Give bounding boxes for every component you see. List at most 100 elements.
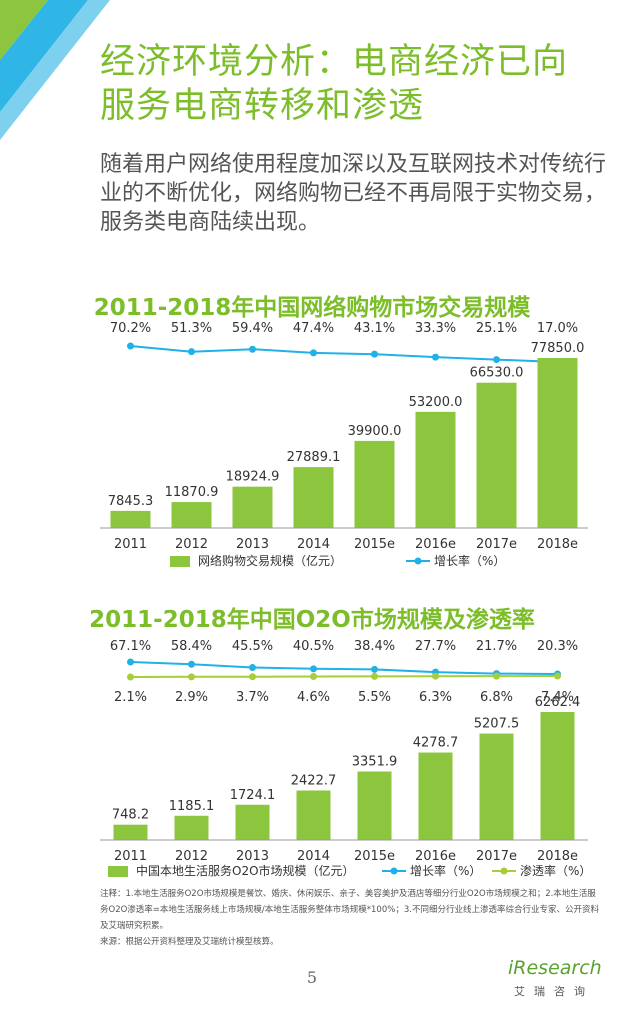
bar-value-label: 1185.1 bbox=[169, 799, 215, 814]
notes-text: 注释：1.本地生活服务O2O市场规模是餐饮、婚庆、休闲娱乐、亲子、美容美护及酒店… bbox=[100, 889, 599, 931]
bar bbox=[174, 815, 209, 840]
x-tick-label: 2018e bbox=[537, 849, 578, 864]
bar-value-label: 748.2 bbox=[112, 808, 149, 823]
x-tick-label: 2017e bbox=[476, 537, 517, 552]
bar bbox=[354, 440, 395, 528]
bar-value-label: 1724.1 bbox=[230, 788, 276, 803]
line-point-label: 21.7% bbox=[476, 639, 517, 654]
iresearch-logo: iResearch 艾瑞咨询 bbox=[500, 955, 602, 1000]
line-series-2 bbox=[130, 675, 558, 678]
line-point-label: 59.4% bbox=[232, 321, 273, 336]
bar bbox=[415, 411, 456, 528]
legend-swatch-dot bbox=[390, 867, 398, 875]
x-tick-label: 2016e bbox=[415, 537, 456, 552]
bar bbox=[357, 771, 392, 840]
bar bbox=[110, 510, 151, 528]
line-point bbox=[127, 342, 134, 350]
x-tick-label: 2016e bbox=[415, 849, 456, 864]
line-point bbox=[371, 350, 378, 358]
x-tick-label: 2018e bbox=[537, 537, 578, 552]
x-tick-label: 2015e bbox=[354, 849, 395, 864]
bar bbox=[418, 752, 453, 840]
line-point bbox=[432, 672, 439, 680]
source-text: 来源：根据公开资料整理及艾瑞统计模型核算。 bbox=[100, 937, 279, 947]
bar-value-label: 5207.5 bbox=[474, 717, 520, 732]
line-point-label: 25.1% bbox=[476, 321, 517, 336]
line-point bbox=[188, 673, 195, 681]
line-point-label: 17.0% bbox=[537, 321, 578, 336]
bar-value-label: 77850.0 bbox=[531, 341, 585, 356]
line-point bbox=[310, 349, 317, 357]
legend-label: 中国本地生活服务O2O市场规模（亿元） bbox=[136, 863, 355, 878]
intro-paragraph: 随着用户网络使用程度加深以及互联网技术对传统行业的不断优化，网络购物已经不再局限… bbox=[100, 152, 607, 235]
bar bbox=[235, 804, 270, 840]
x-tick-label: 2012 bbox=[175, 537, 208, 552]
legend-label: 网络购物交易规模（亿元） bbox=[198, 553, 342, 568]
line-point-label: 2.9% bbox=[175, 690, 208, 705]
legend-label: 渗透率（%） bbox=[520, 863, 591, 878]
line-point bbox=[493, 672, 500, 680]
bar-value-label: 18924.9 bbox=[226, 470, 280, 485]
chart2-title: 2011-2018年中国O2O市场规模及渗透率 bbox=[89, 607, 535, 633]
bar-value-label: 4278.7 bbox=[413, 736, 459, 751]
legend-swatch-dot bbox=[500, 867, 508, 875]
line-point bbox=[127, 673, 134, 681]
line-point-label: 7.4% bbox=[541, 690, 574, 705]
line-point bbox=[188, 660, 195, 668]
x-tick-label: 2014 bbox=[297, 849, 330, 864]
line-point bbox=[554, 672, 561, 680]
line-point-label: 27.7% bbox=[415, 639, 456, 654]
bar bbox=[171, 502, 212, 528]
x-tick-label: 2011 bbox=[114, 849, 147, 864]
line-point bbox=[493, 356, 500, 364]
line-point bbox=[188, 348, 195, 356]
legend-label: 增长率（%） bbox=[434, 553, 505, 568]
x-tick-label: 2013 bbox=[236, 537, 269, 552]
line-point-label: 33.3% bbox=[415, 321, 456, 336]
bar bbox=[537, 358, 578, 528]
bar bbox=[232, 486, 273, 528]
x-tick-label: 2015e bbox=[354, 537, 395, 552]
bar bbox=[113, 824, 148, 840]
x-tick-label: 2014 bbox=[297, 537, 330, 552]
bar-value-label: 66530.0 bbox=[470, 366, 524, 381]
bar-value-label: 53200.0 bbox=[409, 395, 463, 410]
line-point-label: 6.8% bbox=[480, 690, 513, 705]
bar-value-label: 11870.9 bbox=[165, 485, 219, 500]
line-point-label: 43.1% bbox=[354, 321, 395, 336]
line-point-label: 67.1% bbox=[110, 639, 151, 654]
line-series-1 bbox=[130, 345, 558, 363]
page-number: 5 bbox=[306, 968, 318, 987]
line-point bbox=[249, 345, 256, 353]
x-tick-label: 2011 bbox=[114, 537, 147, 552]
logo-subtitle: 艾瑞咨询 bbox=[514, 985, 594, 998]
line-point-label: 3.7% bbox=[236, 690, 269, 705]
bar-value-label: 3351.9 bbox=[352, 754, 398, 769]
line-point-label: 4.6% bbox=[297, 690, 330, 705]
line-point bbox=[371, 672, 378, 680]
legend-swatch bbox=[108, 866, 128, 877]
legend-swatch bbox=[170, 556, 190, 567]
bar-value-label: 7845.3 bbox=[108, 494, 154, 509]
bar-value-label: 2422.7 bbox=[291, 773, 337, 788]
o2o-market-chart: 67.1% 58.4% 45.5% 40.5% 38.4% 27.7% 21.7% 20.3%… bbox=[100, 639, 591, 878]
x-tick-label: 2013 bbox=[236, 849, 269, 864]
line-point bbox=[249, 673, 256, 681]
bar-value-label: 39900.0 bbox=[348, 424, 402, 439]
line-point-label: 6.3% bbox=[419, 690, 452, 705]
page-title: 经济环境分析：电商经济已向服务电商转移和渗透 bbox=[100, 42, 569, 126]
line-point-label: 51.3% bbox=[171, 321, 212, 336]
line-point-label: 20.3% bbox=[537, 639, 578, 654]
line-point-label: 58.4% bbox=[171, 639, 212, 654]
line-point-label: 38.4% bbox=[354, 639, 395, 654]
line-point bbox=[249, 664, 256, 672]
line-point-label: 47.4% bbox=[293, 321, 334, 336]
bar bbox=[296, 790, 331, 840]
logo-name: iResearch bbox=[508, 957, 602, 979]
chart1-title: 2011-2018年中国网络购物市场交易规模 bbox=[93, 295, 531, 321]
line-series-1 bbox=[130, 661, 558, 675]
line-point bbox=[310, 665, 317, 673]
line-point-label: 5.5% bbox=[358, 690, 391, 705]
x-tick-label: 2017e bbox=[476, 849, 517, 864]
footnotes: 注释：1.本地生活服务O2O市场规模是餐饮、婚庆、休闲娱乐、亲子、美容美护及酒店… bbox=[100, 886, 600, 950]
